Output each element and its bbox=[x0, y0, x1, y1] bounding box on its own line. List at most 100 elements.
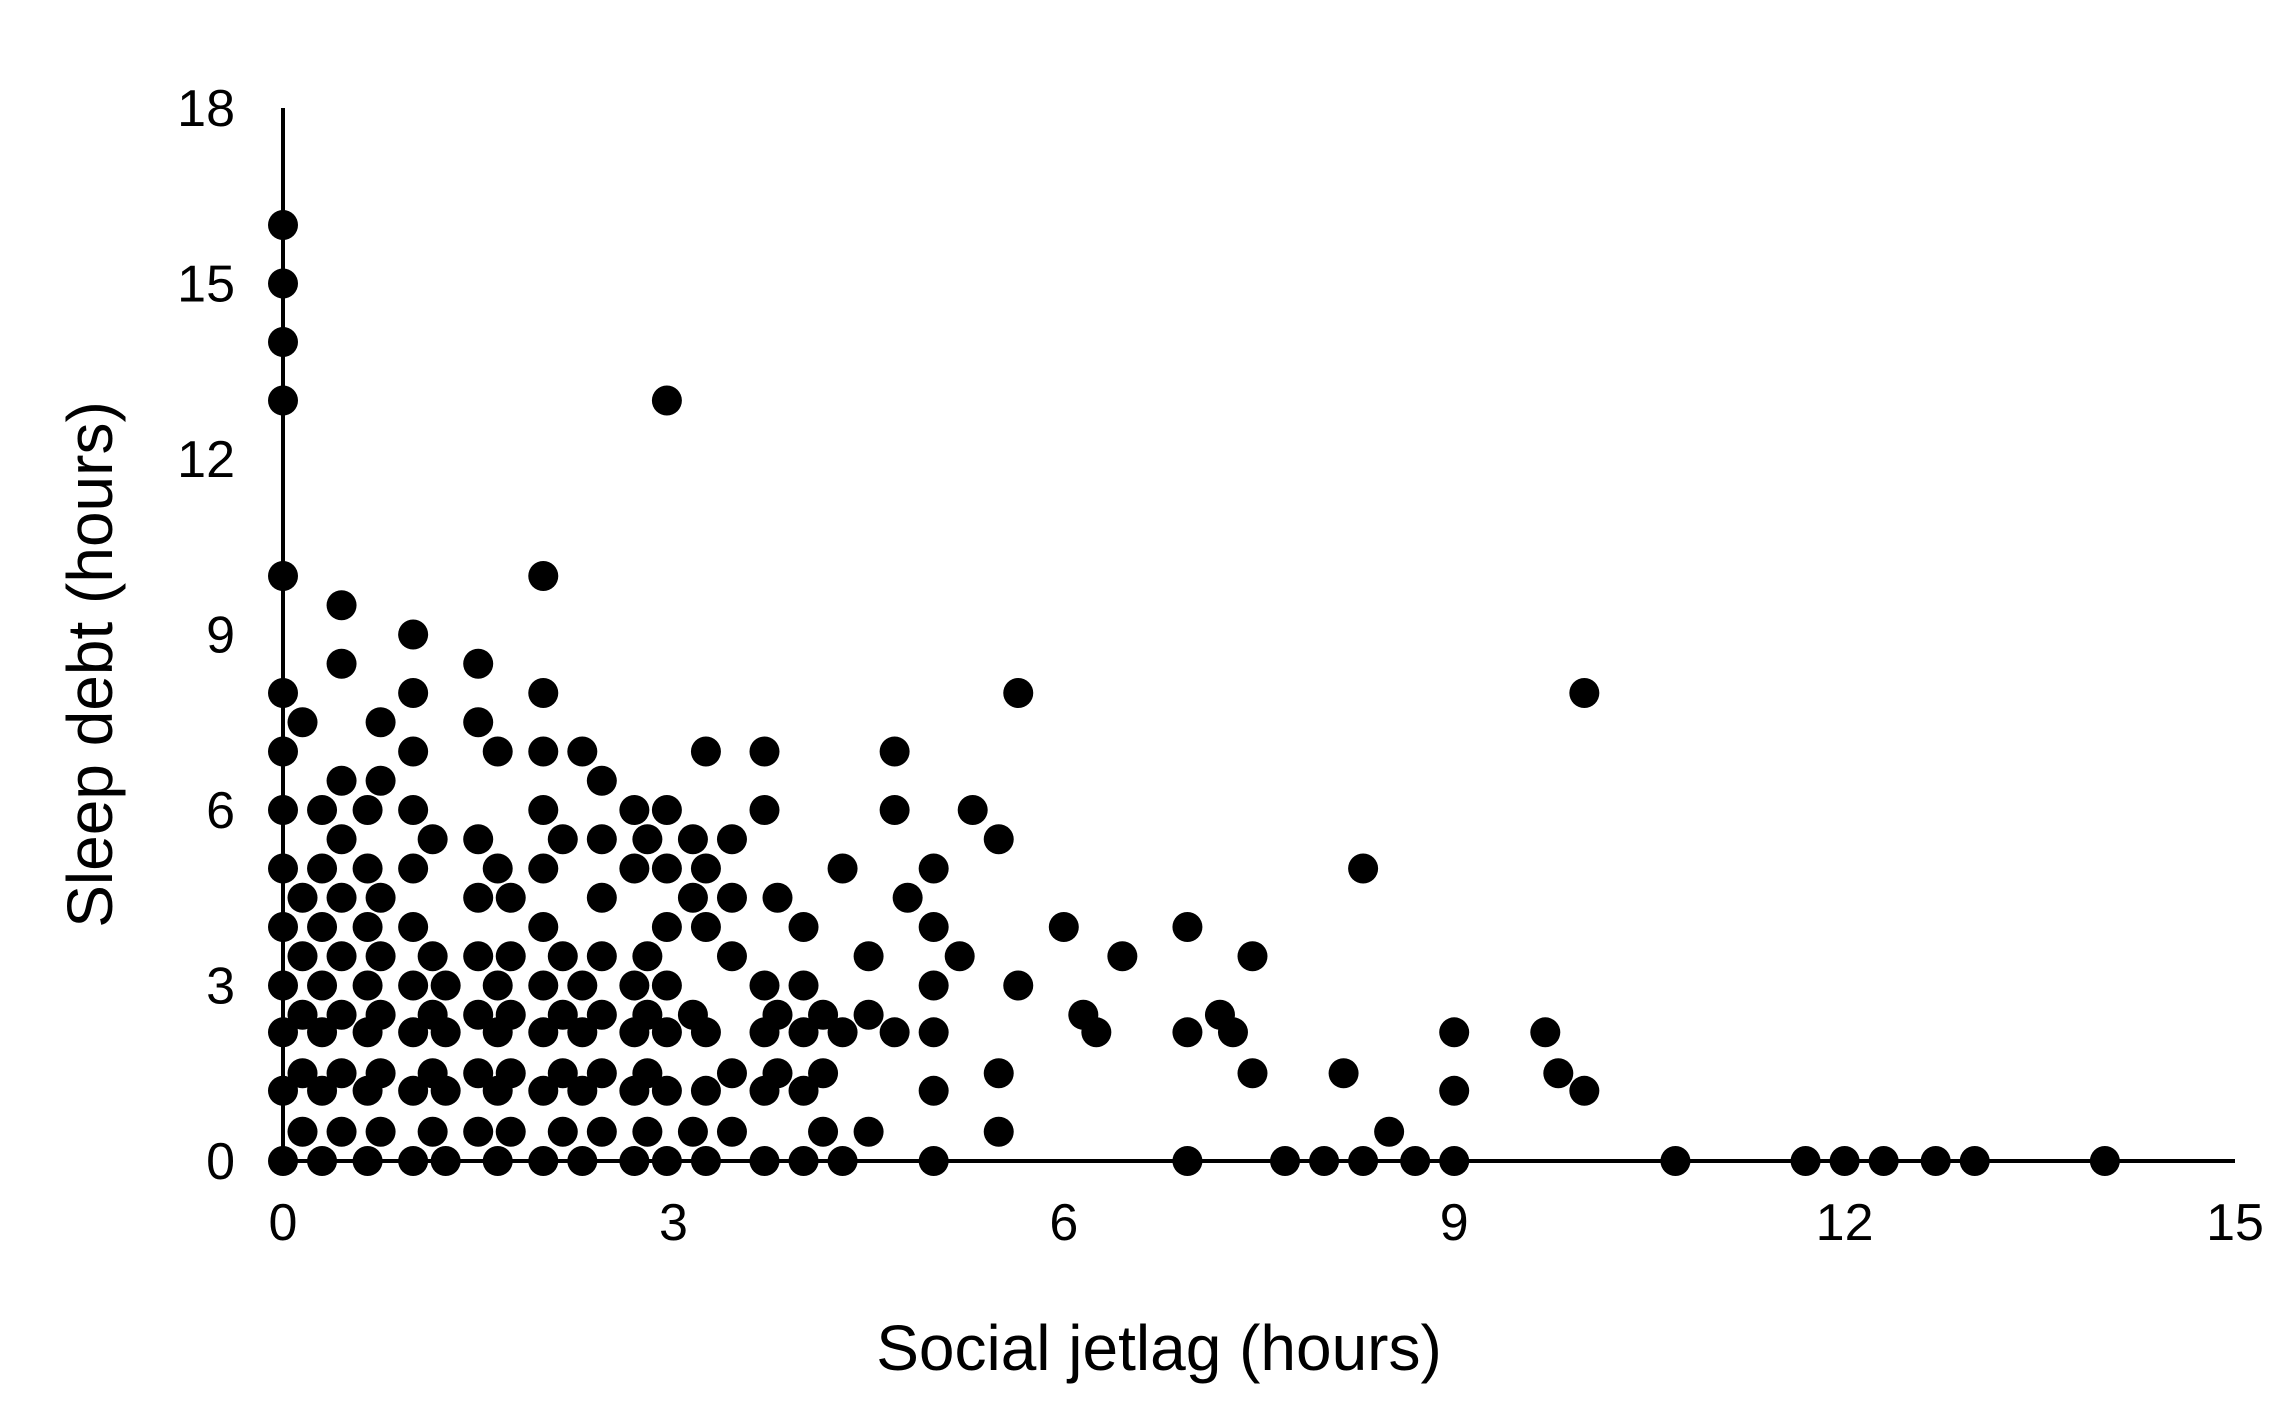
data-point bbox=[567, 1075, 598, 1106]
data-point bbox=[417, 941, 448, 972]
data-point bbox=[918, 853, 949, 884]
data-point bbox=[287, 707, 318, 738]
data-point bbox=[268, 561, 298, 591]
data-point bbox=[268, 1075, 298, 1106]
data-point bbox=[677, 882, 708, 913]
data-point bbox=[567, 970, 598, 1001]
data-point bbox=[690, 736, 721, 767]
x-tick-label: 15 bbox=[2206, 1194, 2264, 1252]
data-point bbox=[1003, 678, 1034, 708]
data-point bbox=[567, 1017, 598, 1048]
data-point bbox=[788, 912, 819, 942]
data-point bbox=[326, 648, 357, 679]
data-point bbox=[430, 1017, 461, 1048]
data-point bbox=[482, 736, 513, 767]
data-point bbox=[1530, 1017, 1561, 1048]
data-point bbox=[632, 999, 663, 1030]
data-point bbox=[268, 268, 298, 299]
data-point bbox=[586, 941, 617, 972]
data-point bbox=[365, 941, 396, 972]
data-point bbox=[586, 1116, 617, 1147]
data-point bbox=[762, 882, 793, 913]
data-point bbox=[547, 1116, 578, 1147]
data-point bbox=[788, 1017, 819, 1048]
data-point bbox=[918, 970, 949, 1001]
data-point bbox=[1959, 1146, 1990, 1176]
data-point bbox=[632, 1058, 663, 1089]
data-point bbox=[1081, 1017, 1112, 1048]
data-point bbox=[528, 795, 559, 825]
data-point bbox=[326, 999, 357, 1030]
data-point bbox=[716, 941, 747, 972]
data-point bbox=[268, 736, 298, 767]
x-tick-labels: 0 3 6 9 12 15 bbox=[269, 1194, 2264, 1252]
data-point bbox=[352, 1146, 383, 1176]
data-point bbox=[749, 1146, 780, 1176]
data-point bbox=[528, 1017, 559, 1048]
data-point bbox=[677, 824, 708, 855]
data-point bbox=[326, 941, 357, 972]
data-point bbox=[365, 1116, 396, 1147]
data-point bbox=[463, 882, 494, 913]
data-point bbox=[827, 853, 858, 884]
data-point bbox=[1237, 941, 1268, 972]
data-point bbox=[853, 1116, 884, 1147]
data-point bbox=[586, 999, 617, 1030]
data-point bbox=[853, 941, 884, 972]
data-point bbox=[268, 385, 298, 416]
y-tick-label: 12 bbox=[177, 431, 235, 489]
data-point bbox=[1569, 1075, 1600, 1106]
data-point bbox=[749, 736, 780, 767]
data-point bbox=[651, 795, 682, 825]
data-point bbox=[268, 327, 298, 357]
data-point bbox=[716, 824, 747, 855]
data-point bbox=[808, 1058, 839, 1089]
data-point bbox=[788, 1075, 819, 1106]
data-point bbox=[528, 736, 559, 767]
data-point bbox=[892, 882, 923, 913]
data-point bbox=[398, 736, 429, 767]
data-point bbox=[398, 619, 429, 650]
data-point bbox=[1237, 1058, 1268, 1089]
data-point bbox=[463, 999, 494, 1030]
data-point bbox=[398, 678, 429, 708]
data-point bbox=[307, 1075, 338, 1106]
data-point bbox=[352, 970, 383, 1001]
data-point bbox=[307, 912, 338, 942]
data-point bbox=[528, 970, 559, 1001]
data-point bbox=[307, 1146, 338, 1176]
data-point bbox=[1439, 1017, 1470, 1048]
data-point bbox=[677, 1116, 708, 1147]
data-point bbox=[307, 970, 338, 1001]
data-point bbox=[398, 912, 429, 942]
data-point bbox=[1048, 912, 1079, 942]
data-point bbox=[1172, 1146, 1203, 1176]
data-point bbox=[716, 882, 747, 913]
data-point bbox=[651, 1075, 682, 1106]
data-point bbox=[463, 824, 494, 855]
data-point bbox=[495, 941, 526, 972]
data-point bbox=[352, 795, 383, 825]
data-point bbox=[1439, 1075, 1470, 1106]
data-point bbox=[1829, 1146, 1860, 1176]
data-point bbox=[398, 1075, 429, 1106]
data-point bbox=[690, 1146, 721, 1176]
data-point bbox=[528, 678, 559, 708]
data-point bbox=[983, 1116, 1014, 1147]
data-point bbox=[651, 970, 682, 1001]
data-point bbox=[1348, 1146, 1379, 1176]
data-point bbox=[528, 561, 559, 591]
y-tick-labels: 0 3 6 9 12 15 18 bbox=[177, 80, 235, 1191]
data-point bbox=[326, 765, 357, 796]
data-point bbox=[463, 1058, 494, 1089]
y-tick-label: 18 bbox=[177, 80, 235, 138]
data-point bbox=[1569, 678, 1600, 708]
data-point bbox=[287, 941, 318, 972]
data-point bbox=[944, 941, 975, 972]
data-point bbox=[482, 970, 513, 1001]
x-tick-label: 12 bbox=[1816, 1194, 1874, 1252]
data-point bbox=[547, 999, 578, 1030]
data-point bbox=[547, 824, 578, 855]
data-point bbox=[690, 1017, 721, 1048]
